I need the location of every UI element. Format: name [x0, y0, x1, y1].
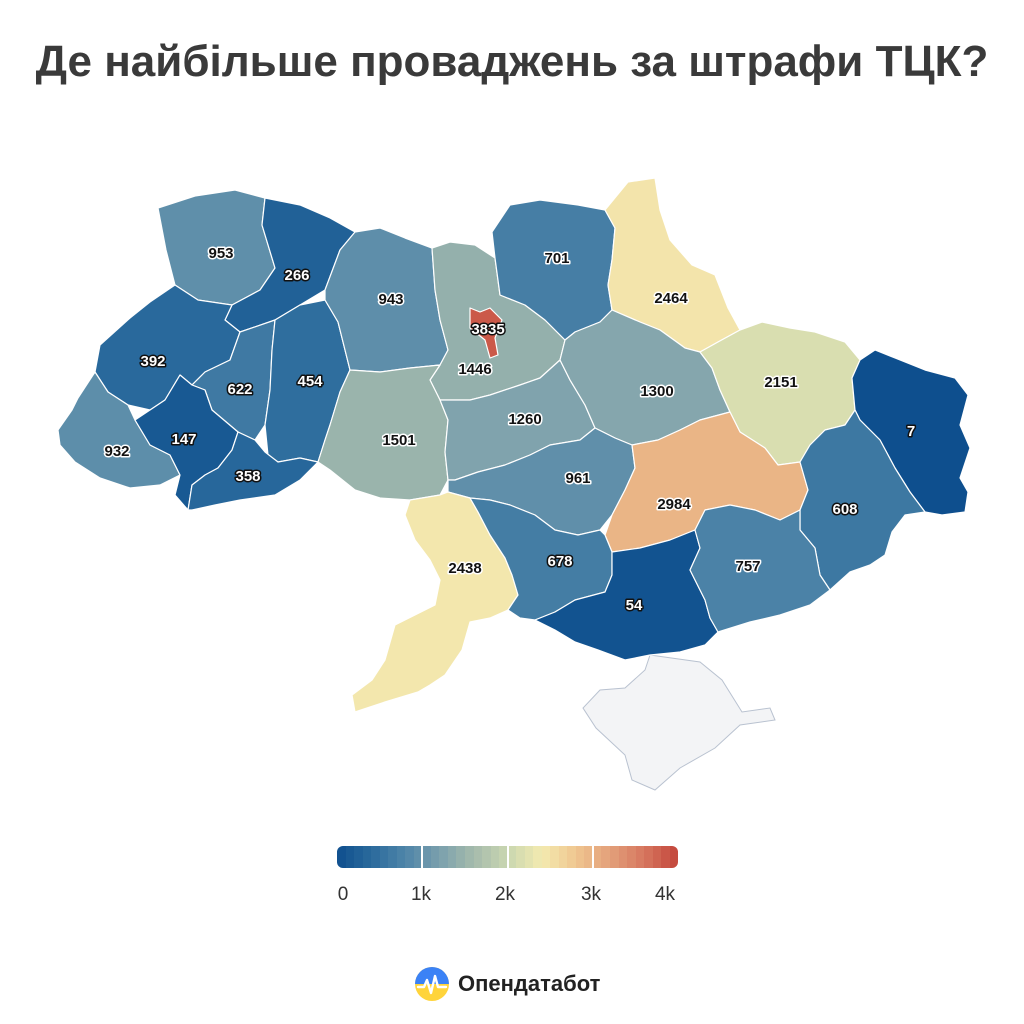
region-value-luhansk: 7 [907, 423, 915, 440]
legend-color-step [627, 846, 636, 868]
region-value-poltava: 1300 [640, 383, 673, 400]
region-value-rivne: 266 [284, 267, 309, 284]
legend-tick-1k [421, 846, 424, 868]
region-value-vinnytsia: 1501 [382, 432, 415, 449]
legend-color-step [345, 846, 355, 868]
legend-tick-label: 1k [410, 884, 432, 905]
region-value-odesa: 2438 [448, 560, 481, 577]
legend-color-step [354, 846, 363, 868]
opendatabot-logo-icon [415, 967, 449, 1001]
legend-color-step [473, 846, 483, 868]
legend-color-step [362, 846, 372, 868]
region-chernivtsi[interactable] [187, 431, 319, 511]
legend-color-step [422, 846, 431, 868]
legend-color-step [516, 846, 525, 868]
region-zakarpattia[interactable] [57, 371, 181, 489]
region-value-dnipropetrovsk: 2984 [657, 496, 691, 513]
legend-color-step [635, 846, 645, 868]
region-crimea [582, 654, 776, 791]
legend-color-step [652, 846, 662, 868]
legend-color-step [371, 846, 380, 868]
legend-color-step [447, 846, 457, 868]
legend-color-step [396, 846, 406, 868]
legend-color-step [558, 846, 568, 868]
legend-color-step [405, 846, 414, 868]
legend-color-step [499, 846, 508, 868]
legend-color-bar [337, 846, 678, 868]
map-title: Де найбільше проваджень за штрафи ТЦК? [35, 37, 989, 86]
region-value-kirovohrad: 961 [565, 470, 590, 487]
region-value-kharkiv: 2151 [764, 374, 797, 391]
legend-color-step [439, 846, 448, 868]
legend-color-step [482, 846, 491, 868]
legend-color-step [584, 846, 593, 868]
region-value-kyiv-city: 3835 [471, 321, 504, 338]
legend-labels: 0 1k 2k 3k 4k [0, 884, 1024, 908]
legend-color-step [379, 846, 389, 868]
region-value-lviv: 392 [140, 353, 165, 370]
region-value-sumy: 2464 [654, 290, 688, 307]
region-value-zaporizhzhia: 757 [735, 558, 760, 575]
legend-color-step [464, 846, 474, 868]
legend-color-step [669, 846, 678, 868]
region-kyiv-city[interactable] [469, 307, 503, 359]
legend-color-step [601, 846, 610, 868]
region-value-donetsk: 608 [832, 501, 857, 518]
legend-color-step [337, 846, 346, 868]
legend-color-step [610, 846, 619, 868]
legend-color-step [430, 846, 440, 868]
legend-color-step [661, 846, 670, 868]
legend-color-step [507, 846, 517, 868]
region-zaporizhzhia[interactable] [689, 504, 831, 633]
legend-tick-2k [506, 846, 509, 868]
region-value-kyiv-oblast: 1446 [458, 361, 491, 378]
legend-tick-label: 4k [654, 884, 676, 905]
region-value-zhytomyr: 943 [378, 291, 403, 308]
region-value-labels: 953 266 392 622 454 932 147 358 943 1446 3835 1501 1… [103, 243, 917, 615]
legend-tick-label: 0 [337, 884, 349, 905]
region-value-mykolaiv: 678 [547, 553, 572, 570]
region-value-cherkasy: 1260 [508, 411, 541, 428]
region-value-kherson: 54 [626, 597, 643, 614]
legend-color-step [413, 846, 423, 868]
legend-color-step [388, 846, 397, 868]
legend-color-step [524, 846, 534, 868]
legend-color-step [533, 846, 542, 868]
legend-color-step [550, 846, 559, 868]
legend-color-step [567, 846, 576, 868]
region-value-ivano-frankivsk: 147 [171, 431, 196, 448]
legend-tick-label: 2k [494, 884, 516, 905]
legend-tick-3k [591, 846, 594, 868]
brand-name: Опендатабот [458, 971, 601, 996]
region-value-khmelnytskyi: 454 [297, 373, 323, 390]
color-legend [337, 846, 678, 868]
region-value-chernivtsi: 358 [235, 468, 260, 485]
region-value-chernihiv: 701 [544, 250, 569, 267]
legend-color-step [644, 846, 653, 868]
legend-color-step [490, 846, 500, 868]
region-value-zakarpattia: 932 [104, 443, 129, 460]
brand: Опендатабот [414, 964, 600, 1004]
legend-color-step [592, 846, 602, 868]
legend-color-step [541, 846, 551, 868]
legend-color-step [618, 846, 628, 868]
region-value-volyn: 953 [208, 245, 233, 262]
region-value-ternopil: 622 [227, 381, 252, 398]
legend-color-step [456, 846, 465, 868]
legend-tick-label: 3k [580, 884, 602, 905]
legend-color-step [575, 846, 585, 868]
